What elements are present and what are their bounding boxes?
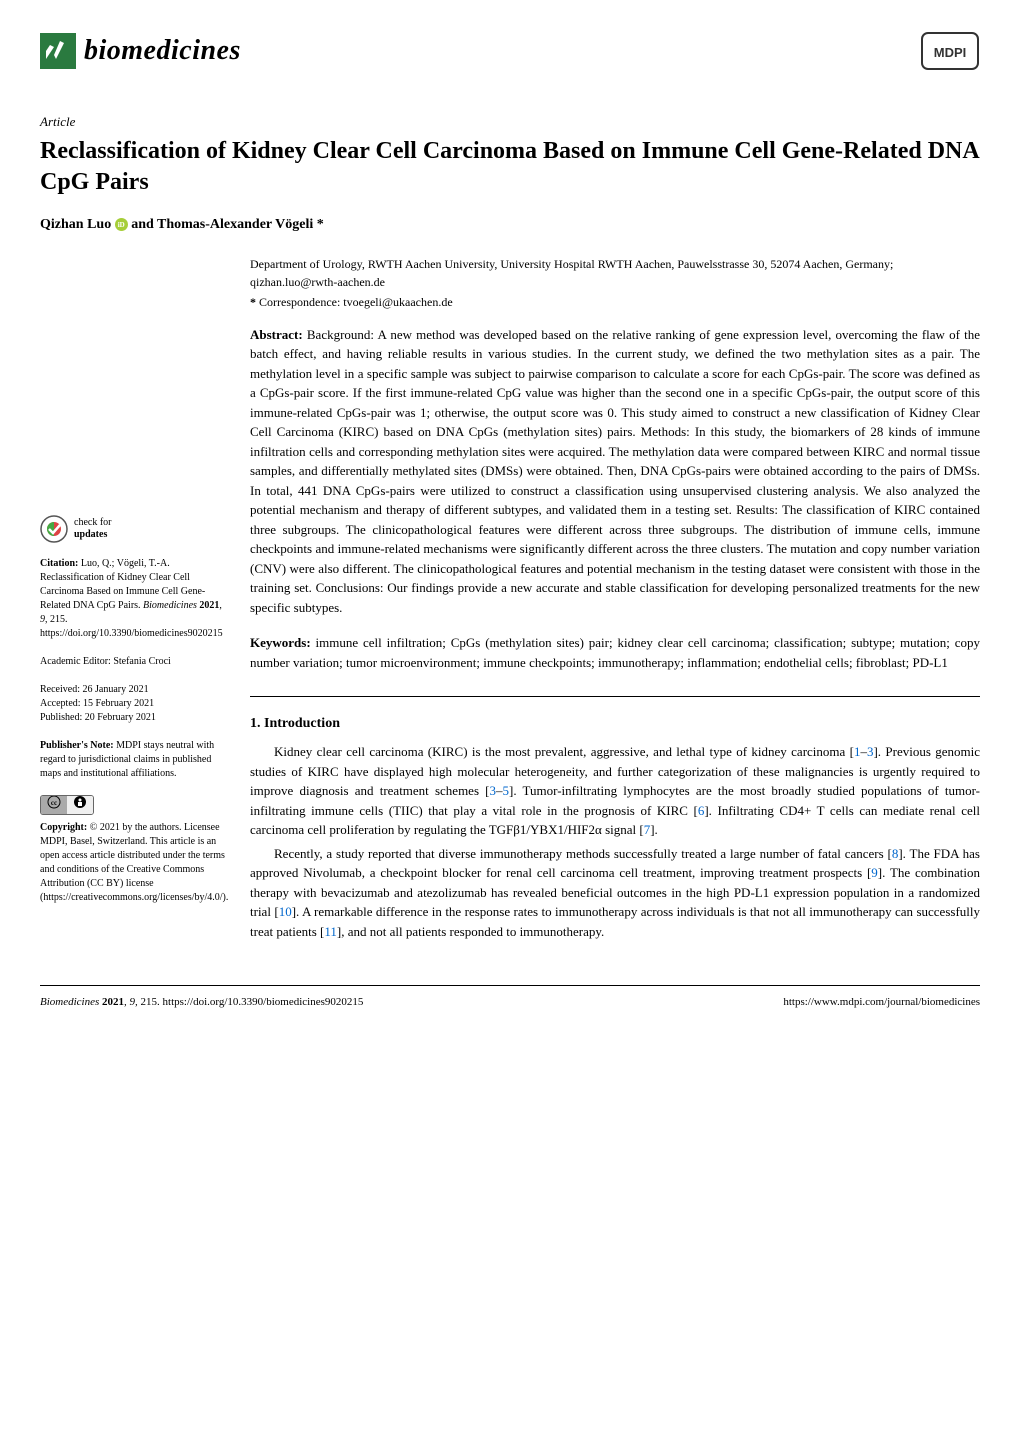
correspondence-asterisk: * [250,295,256,309]
accepted-label: Accepted: [40,698,81,709]
copyright-text-block: Copyright: © 2021 by the authors. Licens… [40,821,230,905]
ref-11[interactable]: 11 [324,924,337,939]
keywords-block: Keywords: immune cell infiltration; CpGs… [250,633,980,672]
citation-doi: https://doi.org/10.3390/biomedicines9020… [40,628,223,639]
p1-text-1: Kidney clear cell carcinoma (KIRC) is th… [274,744,854,759]
abstract-text: Background: A new method was developed b… [250,327,980,615]
footer-right: https://www.mdpi.com/journal/biomedicine… [783,994,980,1011]
section-1-heading: 1. Introduction [250,713,980,734]
p2-text-5: ], and not all patients responded to imm… [337,924,604,939]
ref-10[interactable]: 10 [279,904,292,919]
citation-label: Citation: [40,558,78,569]
check-label: check for [74,517,111,529]
cc-label-right [67,795,93,815]
authors-line: Qizhan Luo and Thomas-Alexander Vögeli * [40,214,980,235]
published-line: Published: 20 February 2021 [40,711,230,725]
dates-block: Received: 26 January 2021 Accepted: 15 F… [40,683,230,725]
intro-paragraph-2: Recently, a study reported that diverse … [250,844,980,942]
abstract-label: Abstract: [250,327,303,342]
header: biomedicines MDPI [40,30,980,72]
article-type: Article [40,112,980,132]
page-footer: Biomedicines 2021, 9, 215. https://doi.o… [40,985,980,1011]
accepted-date: 15 February 2021 [83,698,154,709]
keywords-label: Keywords: [250,635,311,650]
editor-name: Stefania Croci [113,656,170,667]
citation-block: Citation: Luo, Q.; Vögeli, T.-A. Reclass… [40,557,230,641]
affiliation-text: Department of Urology, RWTH Aachen Unive… [250,255,980,291]
svg-text:MDPI: MDPI [934,45,967,60]
journal-name: biomedicines [84,30,241,72]
correspondence-text: Correspondence: tvoegeli@ukaachen.de [259,295,453,309]
p2-text-1: Recently, a study reported that diverse … [274,846,892,861]
copyright-label: Copyright: [40,822,87,833]
cc-label-left: cc [41,795,67,815]
journal-icon [40,33,76,69]
correspondence-line: * Correspondence: tvoegeli@ukaachen.de [250,293,980,311]
citation-journal-name: Biomedicines [143,600,197,611]
footer-page: 215. [141,996,160,1008]
citation-vol: 9 [40,614,45,625]
accepted-line: Accepted: 15 February 2021 [40,697,230,711]
affiliation-block: Department of Urology, RWTH Aachen Unive… [250,255,980,311]
section-divider [250,696,980,697]
editor-block: Academic Editor: Stefania Croci [40,655,230,669]
article-header: Article Reclassification of Kidney Clear… [40,112,980,235]
footer-left: Biomedicines 2021, 9, 215. https://doi.o… [40,994,363,1011]
published-label: Published: [40,712,82,723]
main-content: Department of Urology, RWTH Aachen Unive… [250,255,980,946]
content-area: check for updates Citation: Luo, Q.; Vög… [40,255,980,946]
author-2: and Thomas-Alexander Vögeli * [131,217,324,232]
orcid-icon [115,218,128,231]
citation-page: 215. [50,614,68,625]
received-line: Received: 26 January 2021 [40,683,230,697]
received-label: Received: [40,684,80,695]
footer-year: 2021 [102,996,124,1008]
p1-text-5: ]. [650,822,658,837]
updates-label: updates [74,529,111,541]
copyright-label-text: Copyright: [40,822,87,833]
copyright-text: © 2021 by the authors. Licensee MDPI, Ba… [40,822,228,903]
by-icon [73,795,87,809]
check-updates-badge[interactable]: check for updates [40,515,230,543]
license-block: cc Copyright: © 2021 by the authors. Lic… [40,795,230,905]
footer-vol: 9 [130,996,136,1008]
check-updates-text: check for updates [74,517,111,541]
published-date: 20 February 2021 [85,712,156,723]
note-label-text: Publisher's Note: [40,740,114,751]
svg-text:cc: cc [51,799,57,807]
sidebar: check for updates Citation: Luo, Q.; Vög… [40,255,230,946]
citation-journal: Biomedicines [143,600,197,611]
cc-badge: cc [40,795,94,815]
journal-logo: biomedicines [40,30,241,72]
note-label: Publisher's Note: [40,740,114,751]
keywords-text: immune cell infiltration; CpGs (methylat… [250,635,980,670]
intro-paragraph-1: Kidney clear cell carcinoma (KIRC) is th… [250,742,980,840]
cc-icon: cc [47,795,61,809]
check-updates-icon [40,515,68,543]
citation-year-val: 2021 [199,600,219,611]
abstract-block: Abstract: Background: A new method was d… [250,325,980,618]
citation-year: 2021 [199,600,219,611]
citation-vol-val: 9 [40,614,45,625]
footer-doi: https://doi.org/10.3390/biomedicines9020… [163,996,364,1008]
author-1: Qizhan Luo [40,217,111,232]
article-title: Reclassification of Kidney Clear Cell Ca… [40,136,980,198]
publisher-note-block: Publisher's Note: MDPI stays neutral wit… [40,739,230,781]
received-date: 26 January 2021 [82,684,148,695]
publisher-logo: MDPI [920,31,980,71]
editor-label: Academic Editor: [40,656,111,667]
footer-journal: Biomedicines [40,996,99,1008]
